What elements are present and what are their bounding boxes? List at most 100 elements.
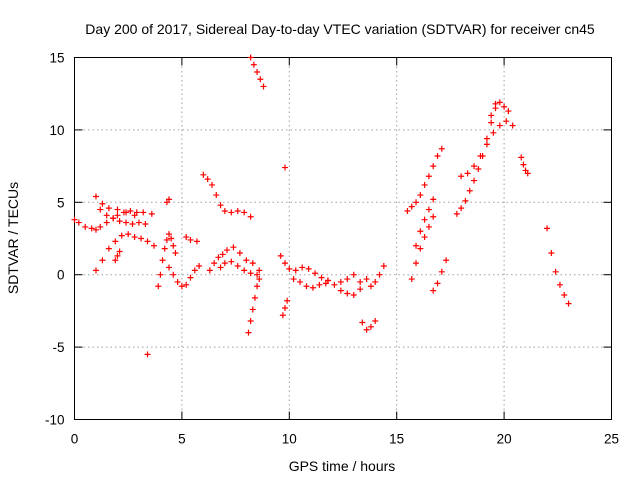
x-tick-label: 0 [71, 432, 79, 447]
data-point [206, 267, 213, 274]
x-tick-label: 20 [497, 432, 512, 447]
data-point [166, 231, 173, 238]
data-point [155, 283, 162, 290]
y-tick-label: 15 [49, 51, 64, 66]
data-point [425, 173, 432, 180]
data-point [174, 278, 181, 285]
data-point [305, 265, 312, 272]
data-point [249, 260, 256, 267]
data-point [123, 209, 130, 216]
data-point [380, 263, 387, 270]
data-point [114, 206, 121, 213]
data-point [144, 238, 151, 245]
data-point [292, 267, 299, 274]
data-point [187, 274, 194, 281]
data-point [191, 267, 198, 274]
data-point [372, 278, 379, 285]
data-point [337, 287, 344, 294]
data-point [148, 210, 155, 217]
series-s13 [217, 258, 261, 278]
data-point [413, 242, 420, 249]
data-point [249, 306, 256, 313]
data-point [138, 235, 145, 242]
data-point [284, 297, 291, 304]
data-point [279, 312, 286, 319]
x-tick-label: 15 [389, 432, 404, 447]
data-point [166, 196, 173, 203]
data-point [290, 276, 297, 283]
series-s09 [166, 263, 203, 290]
data-point [483, 141, 490, 148]
x-axis-label: GPS time / hours [289, 458, 396, 474]
data-point [552, 268, 559, 275]
data-point [367, 323, 374, 330]
data-point [193, 238, 200, 245]
data-point [131, 234, 138, 241]
data-point [144, 351, 151, 358]
axis-ticks [74, 57, 612, 420]
data-point [112, 257, 119, 264]
series-s19 [290, 276, 329, 291]
data-point [458, 205, 465, 212]
y-tick-label: -10 [45, 413, 65, 428]
data-point [183, 234, 190, 241]
data-point [118, 232, 125, 239]
data-point [372, 318, 379, 325]
series-s27 [430, 257, 450, 294]
series-s06 [144, 351, 151, 358]
data-point [421, 234, 428, 241]
series-s15 [247, 54, 267, 90]
data-point [97, 223, 104, 230]
data-point [163, 236, 170, 243]
data-point [228, 258, 235, 265]
data-point [140, 209, 147, 216]
data-point [142, 221, 149, 228]
series-s10 [183, 234, 200, 245]
data-point [421, 216, 428, 223]
data-point [125, 231, 132, 238]
data-point [105, 205, 112, 212]
data-point [260, 83, 267, 90]
data-point [243, 257, 250, 264]
series-s02 [92, 193, 155, 219]
data-point [230, 244, 237, 251]
data-point [251, 294, 258, 301]
series-s01 [71, 207, 140, 233]
data-point [211, 260, 218, 267]
data-point [430, 163, 437, 170]
data-point [488, 119, 495, 126]
series-s21 [337, 271, 364, 285]
data-point [166, 264, 173, 271]
data-point [88, 225, 95, 232]
data-point [217, 202, 224, 209]
series-s17 [282, 164, 289, 171]
data-point [236, 249, 243, 256]
data-point [215, 254, 222, 261]
grid [74, 57, 612, 420]
data-point [303, 283, 310, 290]
data-point [477, 152, 484, 159]
data-point [200, 171, 207, 178]
data-point [561, 291, 568, 298]
series-s11 [200, 171, 254, 220]
series-s03 [92, 231, 157, 274]
data-point [544, 225, 551, 232]
data-point [282, 260, 289, 267]
data-point [318, 274, 325, 281]
data-point [254, 283, 261, 290]
data-point [256, 267, 263, 274]
data-point [247, 54, 254, 61]
data-point [466, 187, 473, 194]
y-axis-label: SDTVAR / TECUs [5, 182, 21, 294]
data-point [114, 252, 121, 259]
data-point [250, 61, 257, 68]
data-point [316, 281, 323, 288]
series-s26 [413, 196, 437, 249]
data-point [434, 152, 441, 159]
data-point [92, 267, 99, 274]
data-point [488, 112, 495, 119]
data-point [483, 135, 490, 142]
series-s08 [163, 196, 173, 206]
data-point [135, 219, 142, 226]
